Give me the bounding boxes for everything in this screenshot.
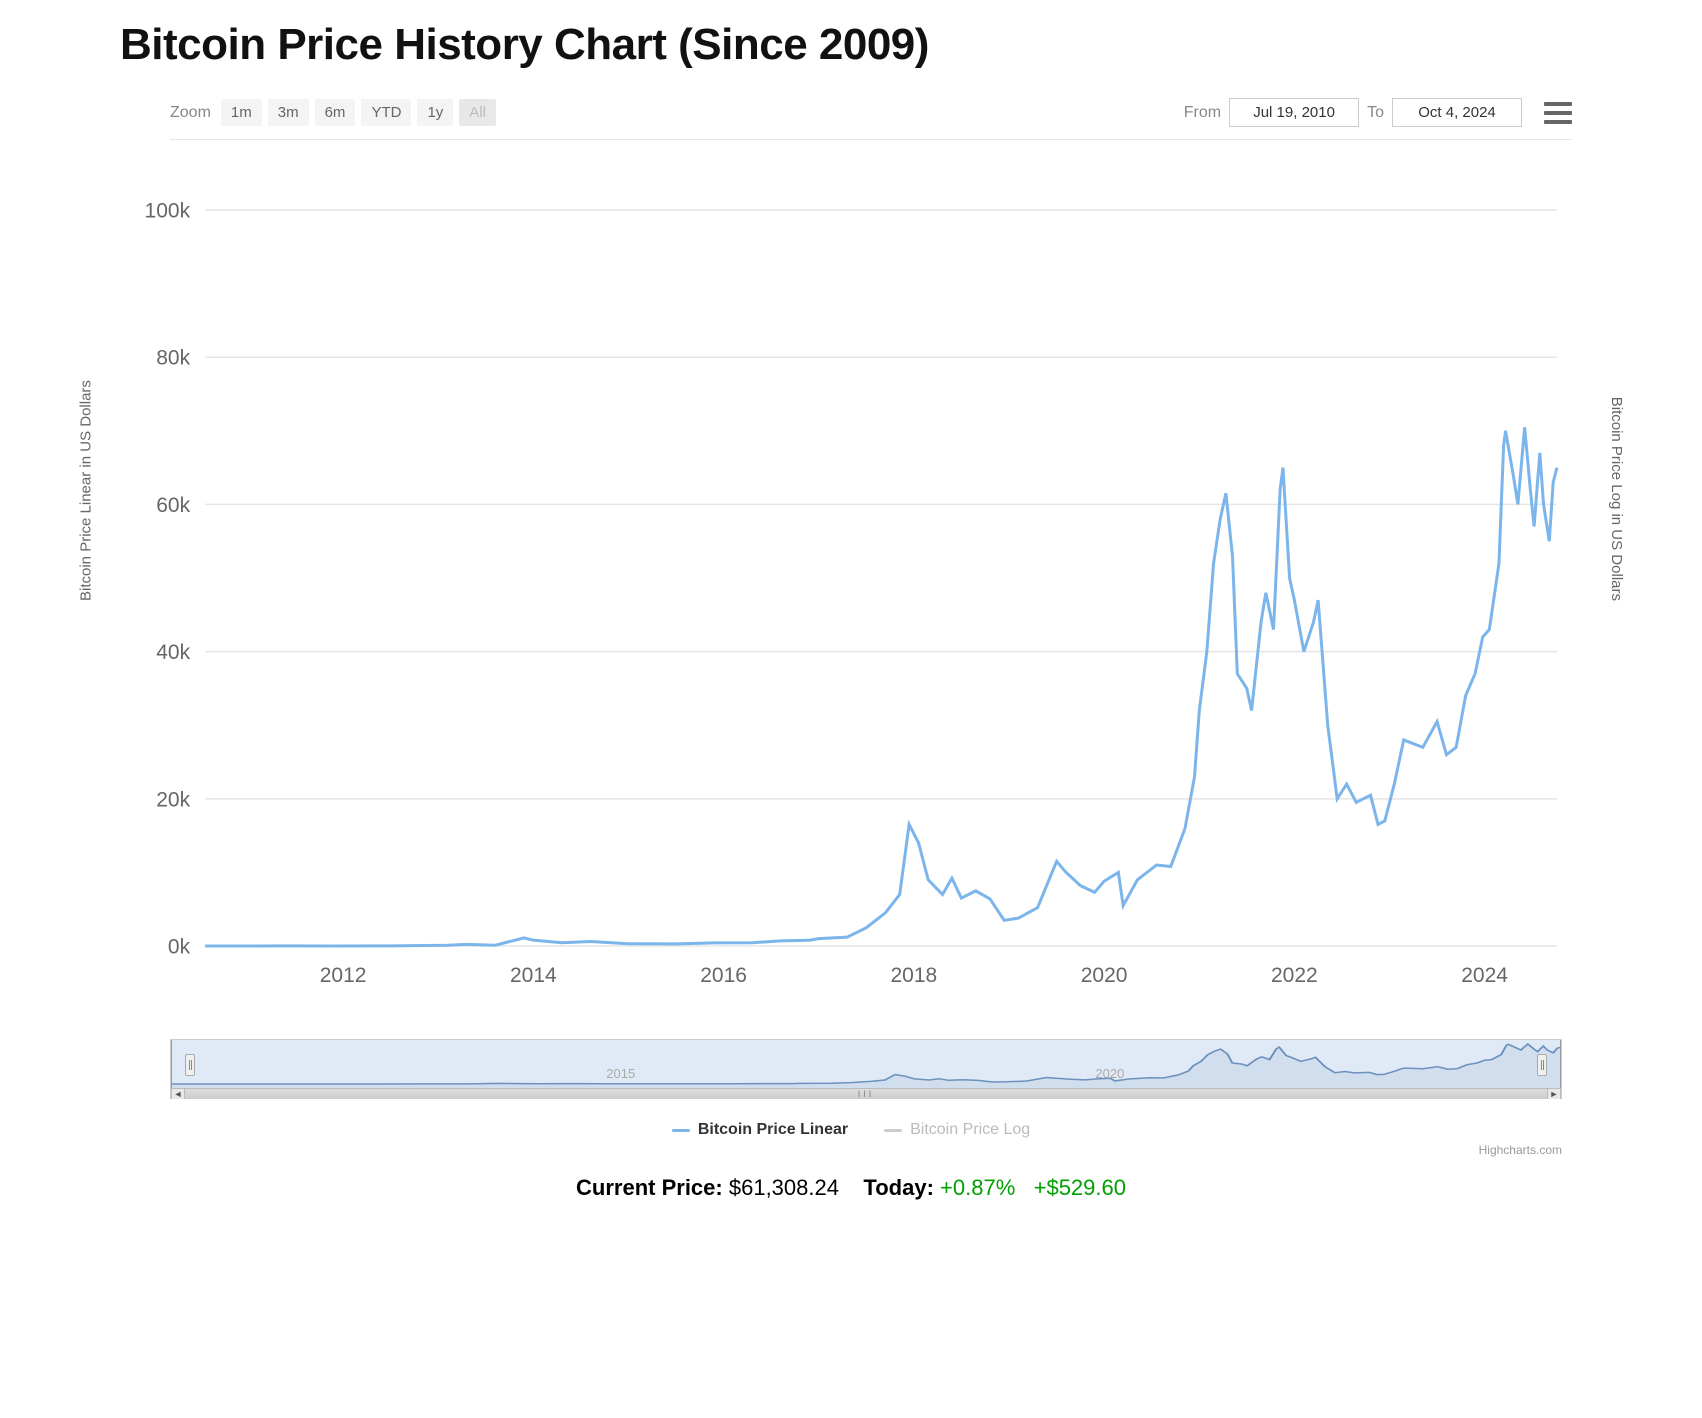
date-range-group: From To — [1184, 98, 1572, 127]
navigator-handle-left[interactable] — [185, 1054, 195, 1076]
scroll-left-icon[interactable]: ◄ — [171, 1089, 185, 1099]
legend-item[interactable]: Bitcoin Price Linear — [672, 1121, 848, 1139]
scroll-right-icon[interactable]: ► — [1547, 1089, 1561, 1099]
navigator-scrollbar[interactable]: ◄ III ► — [171, 1088, 1561, 1099]
navigator-handle-right[interactable] — [1537, 1054, 1547, 1076]
navigator[interactable]: 2015 2020 ◄ III ► — [170, 1039, 1562, 1099]
today-change: +$529.60 — [1034, 1175, 1126, 1200]
y-axis-label-right: Bitcoin Price Log in US Dollars — [1608, 396, 1625, 600]
y-axis-label-left: Bitcoin Price Linear in US Dollars — [78, 380, 95, 601]
zoom-3m-button[interactable]: 3m — [268, 99, 309, 126]
current-price-label: Current Price: — [576, 1175, 723, 1200]
svg-text:2022: 2022 — [1271, 964, 1318, 987]
to-date-input[interactable] — [1392, 98, 1522, 127]
svg-text:20k: 20k — [156, 788, 190, 811]
menu-icon[interactable] — [1544, 102, 1572, 124]
footer-stats: Current Price: $61,308.24 Today: +0.87% … — [60, 1175, 1642, 1201]
svg-text:100k: 100k — [145, 200, 191, 223]
to-label: To — [1367, 104, 1384, 122]
svg-text:2024: 2024 — [1461, 964, 1508, 987]
credit[interactable]: Highcharts.com — [60, 1143, 1562, 1157]
svg-text:40k: 40k — [156, 641, 190, 664]
price-chart[interactable]: 0k 20k 40k 60k 80k 100k 2012 2014 2016 2018 2020 20… — [100, 180, 1602, 1021]
svg-text:2012: 2012 — [320, 964, 367, 987]
zoom-1m-button[interactable]: 1m — [221, 99, 262, 126]
legend-item[interactable]: Bitcoin Price Log — [884, 1121, 1030, 1139]
chart-container: Bitcoin Price Linear in US Dollars Bitco… — [100, 180, 1602, 1021]
svg-text:2020: 2020 — [1081, 964, 1128, 987]
from-label: From — [1184, 104, 1221, 122]
controls-bar: Zoom 1m3m6mYTD1yAll From To — [170, 98, 1572, 140]
zoom-1y-button[interactable]: 1y — [417, 99, 453, 126]
nav-year-label: 2020 — [1095, 1066, 1124, 1081]
zoom-label: Zoom — [170, 104, 211, 122]
svg-text:2016: 2016 — [700, 964, 747, 987]
svg-text:0k: 0k — [168, 936, 191, 959]
page-title: Bitcoin Price History Chart (Since 2009) — [120, 20, 1642, 70]
current-price-value: $61,308.24 — [729, 1175, 839, 1200]
today-label: Today: — [863, 1175, 933, 1200]
today-percent: +0.87% — [940, 1175, 1015, 1200]
svg-text:60k: 60k — [156, 494, 190, 517]
from-date-input[interactable] — [1229, 98, 1359, 127]
legend: Bitcoin Price Linear Bitcoin Price Log — [60, 1121, 1642, 1139]
nav-year-label: 2015 — [606, 1066, 635, 1081]
zoom-ytd-button[interactable]: YTD — [361, 99, 411, 126]
zoom-all-button[interactable]: All — [459, 99, 496, 126]
svg-text:2014: 2014 — [510, 964, 557, 987]
zoom-group: Zoom 1m3m6mYTD1yAll — [170, 99, 496, 126]
svg-text:80k: 80k — [156, 347, 190, 370]
zoom-6m-button[interactable]: 6m — [315, 99, 356, 126]
navigator-selection[interactable] — [171, 1040, 1561, 1088]
svg-text:2018: 2018 — [890, 964, 937, 987]
